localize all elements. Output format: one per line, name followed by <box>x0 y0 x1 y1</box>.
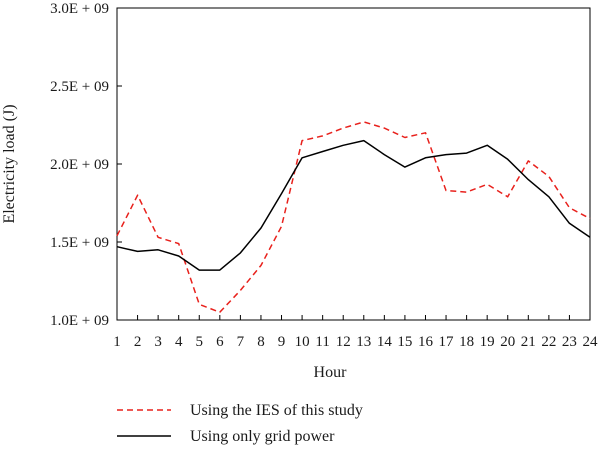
x-tick-label: 9 <box>278 334 286 350</box>
y-axis-ticks: 1.0E + 09 1.5E + 09 2.0E + 09 2.5E + 09 3.0E… <box>50 1 122 329</box>
y-tick-label: 1.0E + 09 <box>50 313 109 329</box>
y-tick-label: 1.5E + 09 <box>50 235 109 251</box>
y-tick-label: 3.0E + 09 <box>50 1 109 17</box>
y-tick-label: 2.5E + 09 <box>50 79 109 95</box>
x-tick-label: 15 <box>397 334 412 350</box>
x-axis-title: Hour <box>314 364 348 381</box>
legend-label-grid: Using only grid power <box>190 428 335 445</box>
series-line-ies <box>116 121 591 313</box>
x-tick-label: 3 <box>154 334 162 350</box>
x-tick-label: 4 <box>175 334 183 350</box>
legend: Using the IES of this study Using only g… <box>117 402 363 445</box>
series-line-grid <box>116 139 591 271</box>
x-tick-label: 13 <box>356 334 371 350</box>
x-tick-label: 17 <box>439 334 455 350</box>
x-tick-label: 14 <box>377 334 393 350</box>
y-tick-label: 2.0E + 09 <box>50 157 109 173</box>
x-tick-label: 18 <box>459 334 474 350</box>
x-tick-label: 8 <box>257 334 265 350</box>
x-axis-ticks: 1 2 3 4 5 6 7 8 9 10 11 12 13 14 15 16 17 18 19 20 21 22 23 24 <box>113 315 598 350</box>
x-tick-label: 20 <box>500 334 515 350</box>
x-tick-label: 10 <box>295 334 310 350</box>
x-tick-label: 19 <box>480 334 495 350</box>
x-tick-label: 6 <box>216 334 224 350</box>
x-tick-label: 11 <box>315 334 329 350</box>
x-tick-label: 23 <box>562 334 577 350</box>
x-tick-label: 16 <box>418 334 434 350</box>
y-axis-title: Electricity load (J) <box>1 104 18 223</box>
x-tick-label: 21 <box>521 334 536 350</box>
x-tick-label: 5 <box>196 334 204 350</box>
x-tick-label: 12 <box>336 334 351 350</box>
x-tick-label: 1 <box>113 334 121 350</box>
legend-label-ies: Using the IES of this study <box>190 402 363 419</box>
x-tick-label: 7 <box>237 334 245 350</box>
x-tick-label: 2 <box>134 334 142 350</box>
x-tick-label: 24 <box>583 334 599 350</box>
x-tick-label: 22 <box>541 334 556 350</box>
series-layer <box>116 121 591 313</box>
